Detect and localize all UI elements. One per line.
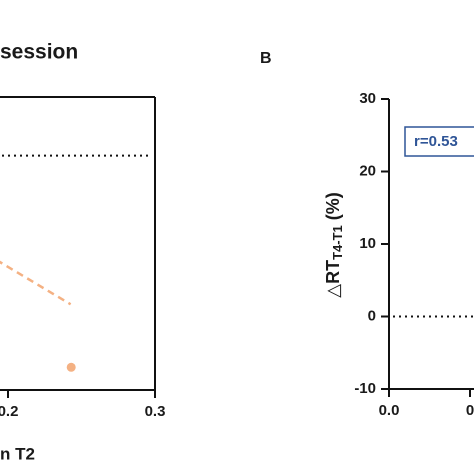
- x-tick-label: 0.3: [145, 403, 166, 420]
- y-axis-label: △RTT4-T1 (%): [323, 192, 346, 298]
- y-tick-label: 30: [359, 90, 376, 107]
- y-axis-label-text: △RTT4-T1 (%): [323, 192, 346, 298]
- y-tick-label: 10: [359, 235, 376, 252]
- y-label-sub: T4-T1: [330, 225, 345, 260]
- x-axis-label: n T2: [0, 444, 35, 463]
- x-tick-label: 0.0: [379, 402, 400, 419]
- point: [66, 362, 76, 372]
- chart-title: session: [0, 41, 78, 64]
- y-label-unit: (%): [323, 192, 343, 220]
- y-tick-label: 20: [359, 162, 376, 179]
- y-label-main: △RT: [323, 260, 343, 298]
- annotation-box: [404, 126, 474, 157]
- x-tick-label: 0.2: [0, 403, 18, 420]
- x-tick-label: 0: [466, 402, 474, 419]
- y-tick-label: -10: [354, 380, 376, 397]
- panel-label: B: [260, 50, 272, 67]
- annotation: r=0.53: [414, 133, 458, 150]
- y-tick-label: 0: [368, 307, 376, 324]
- fit-line: [0, 260, 72, 306]
